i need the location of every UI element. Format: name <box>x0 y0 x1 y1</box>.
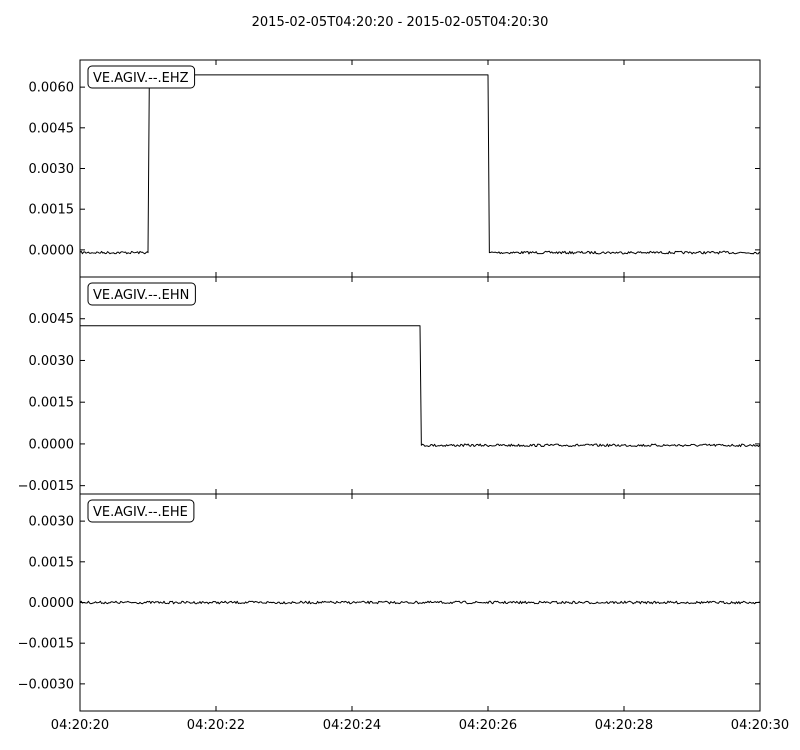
channel-label: VE.AGIV.--.EHE <box>93 505 188 520</box>
y-tick-label: −0.0015 <box>18 479 74 494</box>
y-tick-label: −0.0030 <box>18 677 74 692</box>
channel-label-box <box>87 65 196 89</box>
panel-frame <box>79 59 761 278</box>
trace-line-1 <box>79 74 761 255</box>
y-tick-label: 0.0000 <box>29 243 75 258</box>
panel-2: −0.0015 0.0000 0.0015 0.0030 0.0045 VE.AGIV.-… <box>18 276 761 495</box>
y-tick-label: 0.0030 <box>29 354 75 369</box>
panel-frame <box>79 276 761 495</box>
panels-layer: 0.0000 0.0015 0.0030 0.0045 0.0060 VE.AGIV.--… <box>18 59 761 712</box>
y-tick-label: 0.0045 <box>29 121 75 136</box>
y-tick-label: 0.0000 <box>29 596 75 611</box>
channel-label: VE.AGIV.--.EHN <box>93 288 189 303</box>
x-tick-label: 04:20:30 <box>731 718 789 733</box>
channel-label-box <box>87 282 196 306</box>
y-tick-label: 0.0030 <box>29 162 75 177</box>
y-tick-label: 0.0045 <box>29 312 75 327</box>
chart-title: 2015-02-05T04:20:20 - 2015-02-05T04:20:3… <box>252 15 549 30</box>
y-tick-label: −0.0015 <box>18 637 74 652</box>
panel-3: −0.0030 −0.0015 0.0000 0.0015 0.0030 VE.AGIV.… <box>18 493 761 712</box>
x-tick-label: 04:20:24 <box>323 718 381 733</box>
x-tick-label: 04:20:20 <box>51 718 109 733</box>
y-tick-label: 0.0060 <box>29 81 75 96</box>
y-tick-label: 0.0000 <box>29 437 75 452</box>
trace-line-2 <box>80 325 761 448</box>
x-tick-label: 04:20:28 <box>595 718 653 733</box>
x-axis: 04:20:20 04:20:22 04:20:24 04:20:26 04:20:28… <box>51 718 789 733</box>
panel-1: 0.0000 0.0015 0.0030 0.0045 0.0060 VE.AGIV.--… <box>29 59 761 278</box>
x-tick-label: 04:20:22 <box>187 718 245 733</box>
trace-line-3 <box>79 600 761 605</box>
y-tick-label: 0.0015 <box>29 555 75 570</box>
y-tick-label: 0.0015 <box>29 396 75 411</box>
panel-frame <box>79 493 761 712</box>
y-tick-label: 0.0030 <box>29 515 75 530</box>
y-tick-label: 0.0015 <box>29 203 75 218</box>
channel-label: VE.AGIV.--.EHZ <box>93 71 189 86</box>
x-tick-label: 04:20:26 <box>459 718 517 733</box>
channel-label-box <box>87 499 195 523</box>
